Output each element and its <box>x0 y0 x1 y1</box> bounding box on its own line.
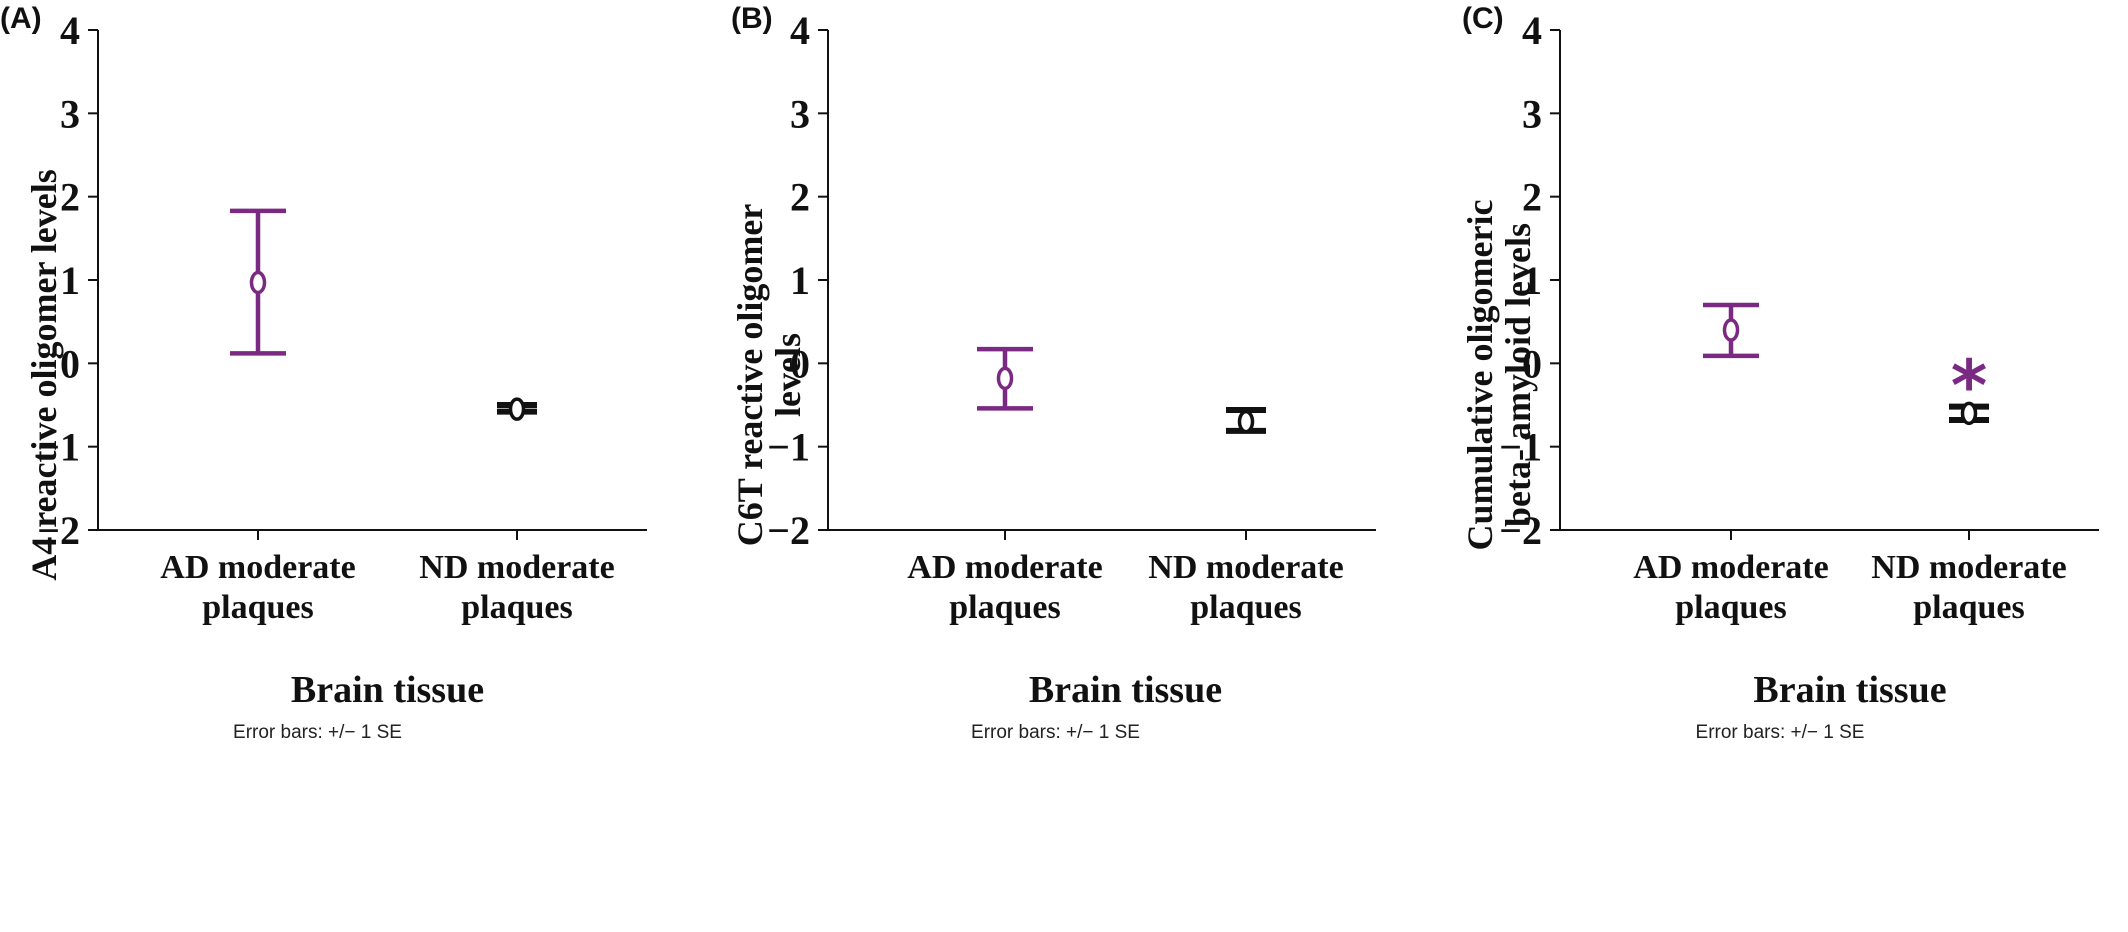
y-tick-label: 4 <box>790 8 810 53</box>
x-category-label: plaques <box>1675 589 1787 626</box>
x-axis-title: Brain tissue <box>1029 669 1222 711</box>
y-tick-label: 1 <box>790 258 810 303</box>
significance-asterisk: * <box>1951 345 1988 427</box>
x-category-label: ND moderate <box>1871 549 2066 586</box>
error-bar-footnote: Error bars: +/− 1 SE <box>971 722 1140 743</box>
x-category-label: plaques <box>461 589 573 626</box>
y-tick-label: −2 <box>1499 508 1542 553</box>
y-tick-label: 1 <box>60 258 80 303</box>
error-bar-point <box>1703 302 1759 359</box>
mean-marker <box>1722 318 1740 342</box>
mean-marker <box>508 397 526 421</box>
x-category-label: ND moderate <box>419 549 614 586</box>
y-axis-title-line: levels <box>768 333 808 417</box>
y-tick-label: 4 <box>1522 8 1542 53</box>
x-category-label: ND moderate <box>1148 549 1343 586</box>
x-category-label: AD moderate <box>1633 549 1828 586</box>
y-tick-label: 0 <box>1522 341 1542 386</box>
x-axis-title: Brain tissue <box>291 669 484 711</box>
y-tick-label: 2 <box>790 175 810 220</box>
mean-marker <box>249 270 267 295</box>
panel-label: (B) <box>731 2 773 35</box>
y-tick-label: 0 <box>790 341 810 386</box>
y-tick-label: 3 <box>1522 91 1542 136</box>
x-category-label: AD moderate <box>907 549 1102 586</box>
error-bar-point <box>977 346 1033 411</box>
y-tick-label: −2 <box>37 508 80 553</box>
y-tick-label: 3 <box>60 91 80 136</box>
y-tick-label: 1 <box>1522 258 1542 303</box>
error-bar-point <box>1226 407 1266 434</box>
y-tick-label: −1 <box>1499 425 1542 470</box>
y-axis-title: A4 reactive oligomer levels <box>24 169 64 581</box>
y-axis-title-line: beta- amyloid levels <box>1498 223 1538 527</box>
mean-marker <box>1960 401 1978 426</box>
panel-label: (C) <box>1462 2 1504 35</box>
error-bar-point <box>230 208 286 356</box>
y-axis-title-line: Cumulative oligomeric <box>1460 200 1500 551</box>
x-category-label: plaques <box>1913 589 2025 626</box>
y-tick-label: 2 <box>60 175 80 220</box>
error-bar-point <box>497 397 537 421</box>
panel-label: (A) <box>0 2 42 35</box>
y-tick-label: 4 <box>60 8 80 53</box>
y-tick-label: −1 <box>767 425 810 470</box>
x-category-label: AD moderate <box>160 549 355 586</box>
x-axis-title: Brain tissue <box>1753 669 1946 711</box>
y-tick-label: 3 <box>790 91 810 136</box>
mean-marker <box>1237 409 1255 434</box>
error-bar-footnote: Error bars: +/− 1 SE <box>233 722 402 743</box>
y-tick-label: −1 <box>37 425 80 470</box>
error-bar-point <box>1949 401 1989 426</box>
error-bar-footnote: Error bars: +/− 1 SE <box>1696 722 1865 743</box>
y-tick-label: −2 <box>767 508 810 553</box>
x-category-label: plaques <box>949 589 1061 626</box>
y-tick-label: 0 <box>60 341 80 386</box>
y-axis-title-line: C6T reactive oligomer <box>730 204 770 547</box>
y-axis-title-line: A4 reactive oligomer levels <box>24 169 64 581</box>
y-tick-label: 2 <box>1522 175 1542 220</box>
mean-marker <box>996 366 1014 391</box>
x-category-label: plaques <box>202 589 314 626</box>
x-category-label: plaques <box>1190 589 1302 626</box>
